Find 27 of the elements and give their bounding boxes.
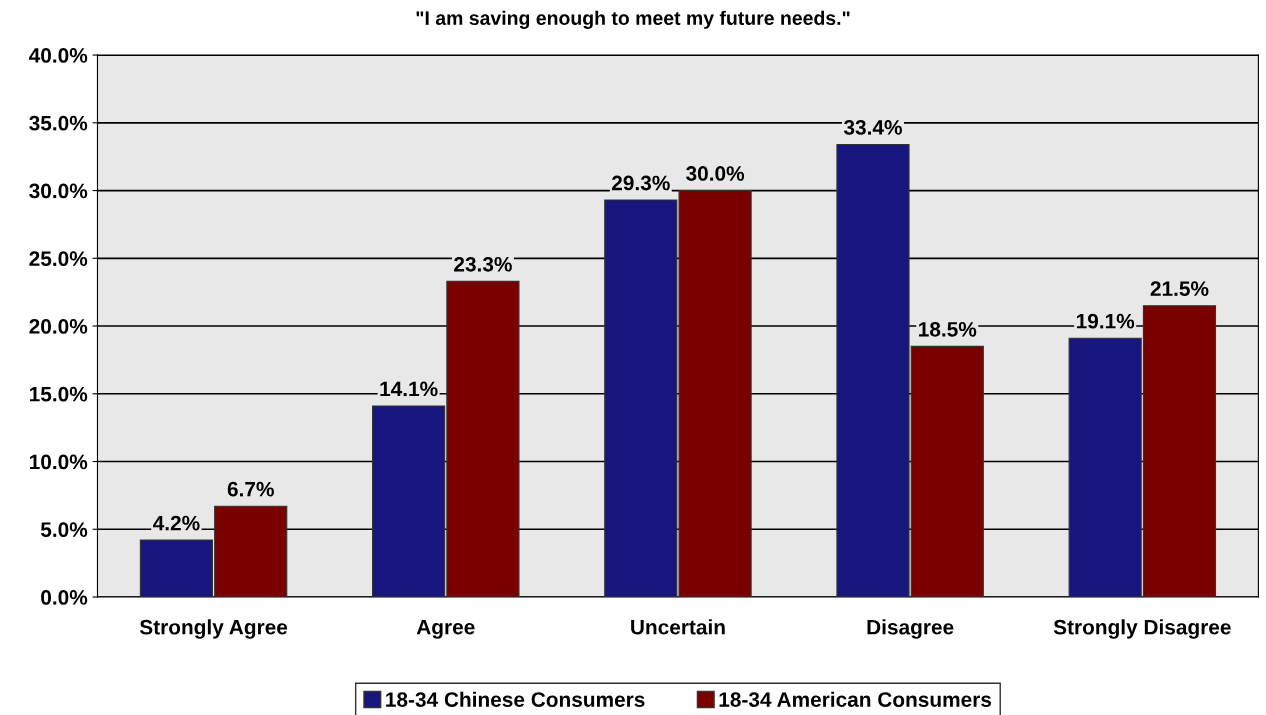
data-label: 33.4% xyxy=(843,120,902,135)
data-label: 23.3% xyxy=(454,256,512,272)
x-tick-label: Strongly Agree xyxy=(139,619,288,639)
chart-title: "I am saving enough to meet my future needs." xyxy=(416,10,850,29)
data-label: 30.0% xyxy=(686,166,745,181)
data-label: 14.1% xyxy=(380,381,438,397)
y-tick-label: 0.0% xyxy=(41,590,88,605)
data-label: 18.5% xyxy=(919,321,977,337)
data-label: 29.3% xyxy=(611,175,670,191)
legend-label: 18-34 Chinese Consumers xyxy=(386,691,645,707)
x-tick-label: Disagree xyxy=(867,619,954,639)
x-tick-label: Uncertain xyxy=(631,619,725,635)
y-tick-label: 10.0% xyxy=(30,454,88,470)
data-label: 21.5% xyxy=(1150,281,1209,297)
y-tick-label: 5.0% xyxy=(40,522,88,538)
y-tick-label: 30.0% xyxy=(29,183,88,199)
y-tick-label: 20.0% xyxy=(29,319,88,334)
y-tick-label: 40.0% xyxy=(29,48,88,63)
data-label: 19.1% xyxy=(1076,313,1135,329)
x-tick-label: Strongly Disagree xyxy=(1053,619,1231,639)
x-tick-label: Agree xyxy=(416,619,475,639)
legend-label: 18-34 American Consumers xyxy=(719,691,992,707)
data-label: 4.2% xyxy=(153,515,200,531)
data-label: 6.7% xyxy=(227,481,274,497)
y-tick-label: 15.0% xyxy=(30,386,88,402)
y-tick-label: 25.0% xyxy=(29,251,88,267)
y-tick-label: 35.0% xyxy=(29,115,88,131)
